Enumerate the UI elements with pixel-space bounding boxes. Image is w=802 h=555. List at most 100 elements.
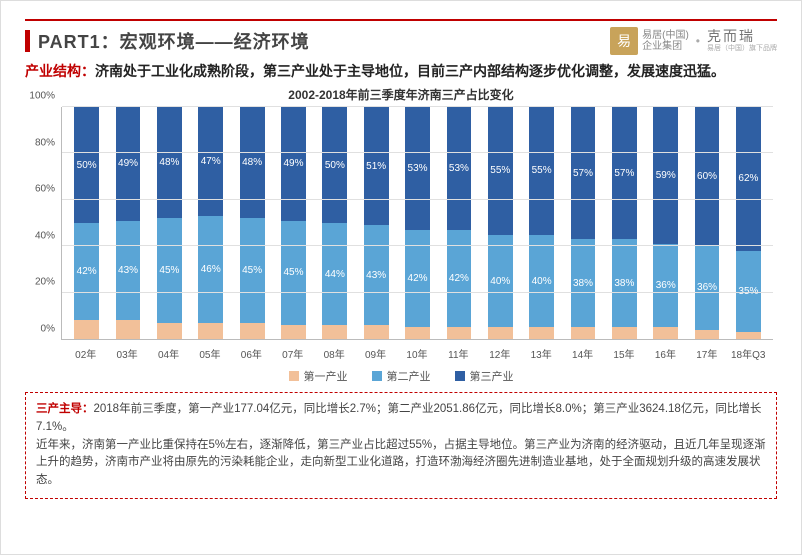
bar-segment-label: 57%: [573, 168, 593, 179]
y-tick: 100%: [29, 91, 55, 102]
bar-segment-series3: 50%: [74, 107, 99, 223]
bar-segment-series3: 57%: [571, 107, 596, 239]
x-label: 13年: [520, 342, 561, 362]
bar-segment-series2: 45%: [240, 218, 265, 322]
bar-segment-series2: 40%: [529, 235, 554, 328]
bar-segment-series3: 57%: [612, 107, 637, 239]
logo-text-right: 克而瑞 易居（中国）旗下品牌: [707, 29, 777, 52]
chart-area: 0%20%40%60%80%100% 8%42%50%8%43%49%7%45%…: [61, 107, 773, 362]
gridline: [62, 106, 773, 107]
page-title: PART1：宏观环境——经济环境: [38, 28, 310, 54]
bar-segment-series1: 7%: [198, 323, 223, 339]
description-box: 三产主导：2018年前三季度，第一产业177.04亿元，同比增长2.7%；第二产…: [25, 392, 777, 499]
bar-stack: 3%35%62%: [736, 107, 761, 339]
bar-segment-label: 45%: [242, 265, 262, 276]
legend-label: 第二产业: [387, 368, 431, 384]
bar-segment-series3: 48%: [157, 107, 182, 218]
bar-column: 4%36%60%: [686, 107, 727, 339]
bar-segment-series1: 5%: [488, 327, 513, 339]
bar-segment-series2: 42%: [74, 223, 99, 320]
x-label: 14年: [562, 342, 603, 362]
bar-segment-label: 51%: [366, 161, 386, 172]
bar-column: 3%35%62%: [728, 107, 769, 339]
bar-column: 5%38%57%: [604, 107, 645, 339]
x-label: 05年: [189, 342, 230, 362]
bar-column: 6% 44% 50%: [314, 107, 355, 339]
bar-segment-series1: 5%: [405, 327, 430, 339]
bar-segment-series3: 59%: [653, 107, 678, 244]
bar-segment-label: 48%: [159, 157, 179, 168]
bar-stack: 8%43%49%: [116, 107, 141, 339]
x-label: 11年: [438, 342, 479, 362]
bar-column: 5%36%59%: [645, 107, 686, 339]
bar-segment-series2: 36%: [695, 246, 720, 330]
bar-stack: 7%45%48%: [157, 107, 182, 339]
x-label: 18年Q3: [728, 342, 769, 362]
bar-stack: 6%45%49%: [281, 107, 306, 339]
bar-segment-label: 50%: [77, 160, 97, 171]
gridline: [62, 199, 773, 200]
bar-segment-series3: 49%: [281, 107, 306, 221]
bar-segment-series3: 50%: [322, 107, 347, 223]
bar-segment-series1: 6%: [322, 325, 347, 339]
bar-segment-label: 44%: [325, 269, 345, 280]
bar-segment-series2: 38%: [571, 239, 596, 327]
bar-column: 6%45%49%: [273, 107, 314, 339]
bar-column: 8%43%49%: [107, 107, 148, 339]
x-label: 12年: [479, 342, 520, 362]
bar-column: 6% 43% 51%: [356, 107, 397, 339]
x-label: 10年: [396, 342, 437, 362]
bar-segment-label: 48%: [242, 157, 262, 168]
legend-swatch: [455, 371, 465, 381]
bar-segment-label: 43%: [366, 270, 386, 281]
bar-stack: 5%38%57%: [612, 107, 637, 339]
bar-segment-label: 62%: [738, 173, 758, 184]
x-label: 09年: [355, 342, 396, 362]
legend-item: 第一产业: [289, 368, 348, 384]
desc-lead: 三产主导：: [36, 403, 94, 415]
bar-segment-label: 38%: [573, 278, 593, 289]
bar-segment-series1: 6%: [364, 325, 389, 339]
bar-segment-label: 49%: [283, 158, 303, 169]
legend-swatch: [289, 371, 299, 381]
bar-column: 5%42%53%: [438, 107, 479, 339]
bar-segment-series3: 62%: [736, 107, 761, 251]
bar-stack: 7%45%48%: [240, 107, 265, 339]
bar-segment-series1: 5%: [529, 327, 554, 339]
bar-segment-label: 53%: [408, 163, 428, 174]
legend-label: 第一产业: [304, 368, 348, 384]
bar-segment-series3: 60%: [695, 107, 720, 246]
y-tick: 0%: [41, 324, 55, 335]
bar-column: 5% 38% 57%: [562, 107, 603, 339]
bar-segment-label: 55%: [490, 165, 510, 176]
bar-segment-label: 47%: [201, 156, 221, 167]
bar-segment-label: 60%: [697, 171, 717, 182]
desc-para2: 近年来，济南第一产业比重保持在5%左右，逐渐降低，第三产业占比超过55%，占据主…: [36, 439, 766, 487]
bar-segment-series1: 5%: [571, 327, 596, 339]
bar-segment-series1: 8%: [74, 320, 99, 339]
bar-column: 7% 46% 47%: [190, 107, 231, 339]
bar-stack: 6% 43% 51%: [364, 107, 389, 339]
brand-logo: 易 易居(中国) 企业集团 • 克而瑞 易居（中国）旗下品牌: [610, 27, 777, 55]
bar-segment-label: 57%: [614, 168, 634, 179]
x-label: 02年: [65, 342, 106, 362]
bar-segment-label: 55%: [532, 165, 552, 176]
bar-segment-series2: 44%: [322, 223, 347, 325]
legend-label: 第三产业: [470, 368, 514, 384]
bar-segment-label: 42%: [77, 266, 97, 277]
x-label: 17年: [686, 342, 727, 362]
bar-segment-series1: 5%: [447, 327, 472, 339]
subtitle-black: 济南处于工业化成熟阶段，第三产业处于主导地位，目前三产内部结构逐步优化调整，发展…: [95, 63, 725, 79]
bar-segment-series2: 43%: [364, 225, 389, 325]
logo-right-sub: 易居（中国）旗下品牌: [707, 45, 777, 53]
bar-segment-label: 46%: [201, 264, 221, 275]
bar-segment-series2: 36%: [653, 244, 678, 328]
gridline: [62, 292, 773, 293]
y-tick: 40%: [35, 230, 55, 241]
bar-segment-series1: 8%: [116, 320, 141, 339]
page-header: PART1：宏观环境——经济环境 易 易居(中国) 企业集团 • 克而瑞 易居（…: [25, 19, 777, 55]
bar-stack: 5%42%53%: [405, 107, 430, 339]
bar-stack: 6% 44% 50%: [322, 107, 347, 339]
legend-item: 第二产业: [372, 368, 431, 384]
logo-right-main: 克而瑞: [707, 29, 777, 44]
